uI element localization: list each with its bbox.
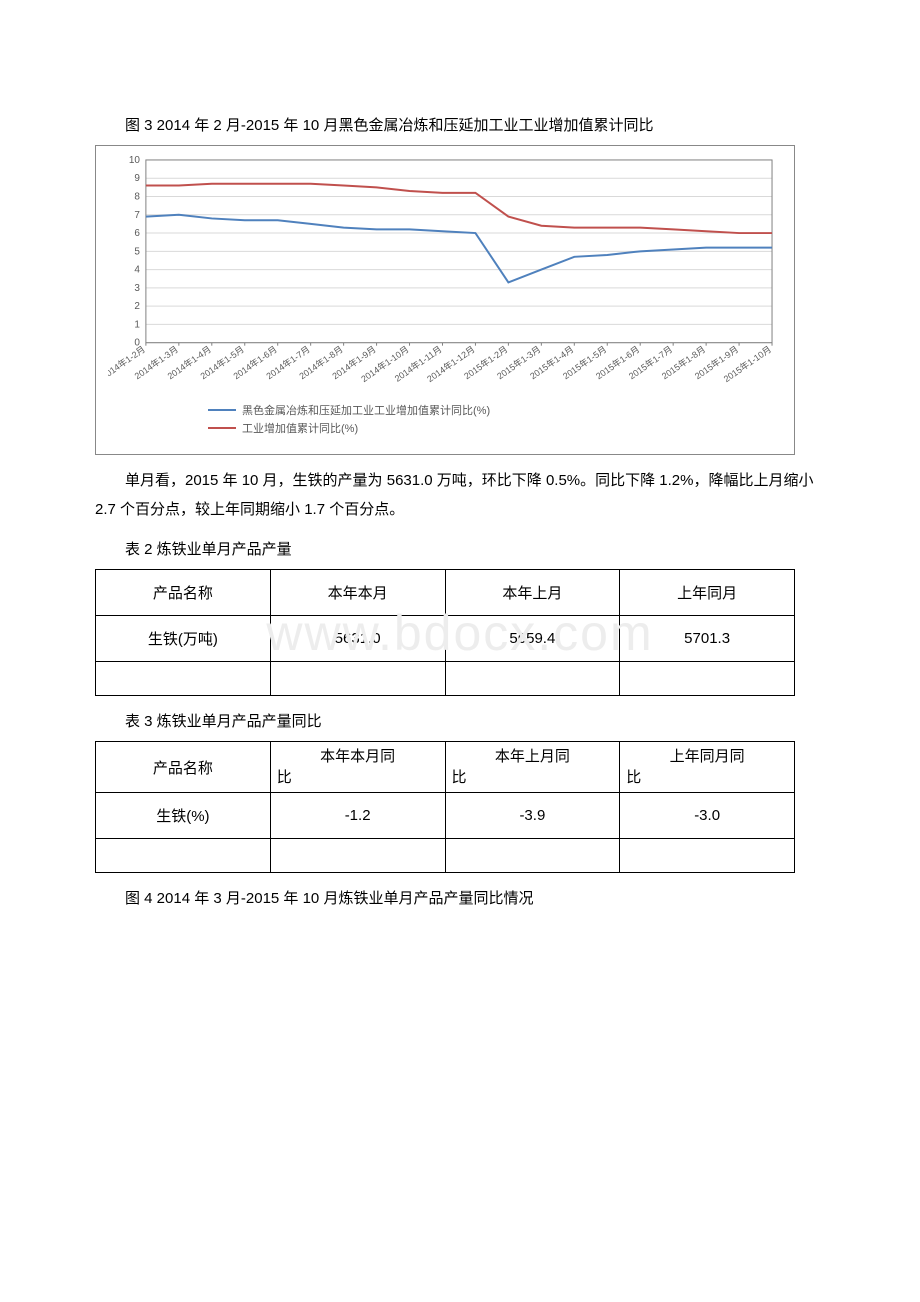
- cell: -3.9: [445, 793, 620, 839]
- col-header-l2: 比: [452, 769, 467, 786]
- table-row: 生铁(万吨) 5631.0 5659.4 5701.3: [96, 616, 795, 662]
- col-header: 本年本月同 比: [270, 742, 445, 793]
- svg-text:5: 5: [134, 246, 140, 257]
- table-row: 生铁(%) -1.2 -3.9 -3.0: [96, 793, 795, 839]
- fig3-chart: 0123456789102014年1-2月2014年1-3月2014年1-4月2…: [95, 145, 795, 455]
- col-header: 产品名称: [96, 742, 271, 793]
- col-header: 本年本月: [270, 570, 445, 616]
- col-header: 本年上月同 比: [445, 742, 620, 793]
- fig4-caption: 图 4 2014 年 3 月-2015 年 10 月炼铁业单月产品产量同比情况: [95, 887, 825, 908]
- fig3-caption: 图 3 2014 年 2 月-2015 年 10 月黑色金属冶炼和压延加工业工业…: [95, 114, 825, 135]
- table3-caption: 表 3 炼铁业单月产品产量同比: [95, 710, 825, 731]
- svg-text:7: 7: [134, 210, 140, 221]
- col-header: 产品名称: [96, 570, 271, 616]
- col-header: 本年上月: [445, 570, 620, 616]
- table-row: [96, 662, 795, 696]
- table-row: [96, 839, 795, 873]
- cell: 5701.3: [620, 616, 795, 662]
- col-header-l1: 本年上月同: [452, 746, 614, 767]
- svg-text:4: 4: [134, 265, 140, 276]
- fig3-legend: 黑色金属冶炼和压延加工业工业增加值累计同比(%) 工业增加值累计同比(%): [208, 400, 490, 438]
- cell: 生铁(%): [96, 793, 271, 839]
- col-header-l1: 本年本月同: [277, 746, 439, 767]
- table3: 产品名称 本年本月同 比 本年上月同 比 上年同月同 比 生铁(%) -1.2 …: [95, 741, 795, 873]
- svg-text:3: 3: [134, 283, 140, 294]
- table-row: 产品名称 本年本月同 比 本年上月同 比 上年同月同 比: [96, 742, 795, 793]
- cell: 5631.0: [270, 616, 445, 662]
- svg-text:2: 2: [134, 301, 140, 312]
- svg-text:10: 10: [129, 155, 141, 166]
- col-header-l1: 上年同月同: [626, 746, 788, 767]
- table2-caption: 表 2 炼铁业单月产品产量: [95, 538, 825, 559]
- cell: 5659.4: [445, 616, 620, 662]
- legend-label-1: 黑色金属冶炼和压延加工业工业增加值累计同比(%): [242, 402, 490, 418]
- paragraph-1: 单月看，2015 年 10 月，生铁的产量为 5631.0 万吨，环比下降 0.…: [95, 467, 825, 524]
- table2: 产品名称 本年本月 本年上月 上年同月 生铁(万吨) 5631.0 5659.4…: [95, 569, 795, 696]
- legend-label-2: 工业增加值累计同比(%): [242, 420, 358, 436]
- svg-text:9: 9: [134, 173, 140, 184]
- svg-text:8: 8: [134, 192, 140, 203]
- paragraph-1-text: 单月看，2015 年 10 月，生铁的产量为 5631.0 万吨，环比下降 0.…: [95, 472, 814, 518]
- col-header: 上年同月: [620, 570, 795, 616]
- svg-text:6: 6: [134, 228, 140, 239]
- cell: -1.2: [270, 793, 445, 839]
- svg-text:1: 1: [134, 319, 140, 330]
- legend-swatch-blue: [208, 409, 236, 411]
- cell: 生铁(万吨): [96, 616, 271, 662]
- col-header: 上年同月同 比: [620, 742, 795, 793]
- table-row: 产品名称 本年本月 本年上月 上年同月: [96, 570, 795, 616]
- col-header-l2: 比: [626, 769, 641, 786]
- cell: -3.0: [620, 793, 795, 839]
- col-header-l2: 比: [277, 769, 292, 786]
- legend-swatch-red: [208, 427, 236, 429]
